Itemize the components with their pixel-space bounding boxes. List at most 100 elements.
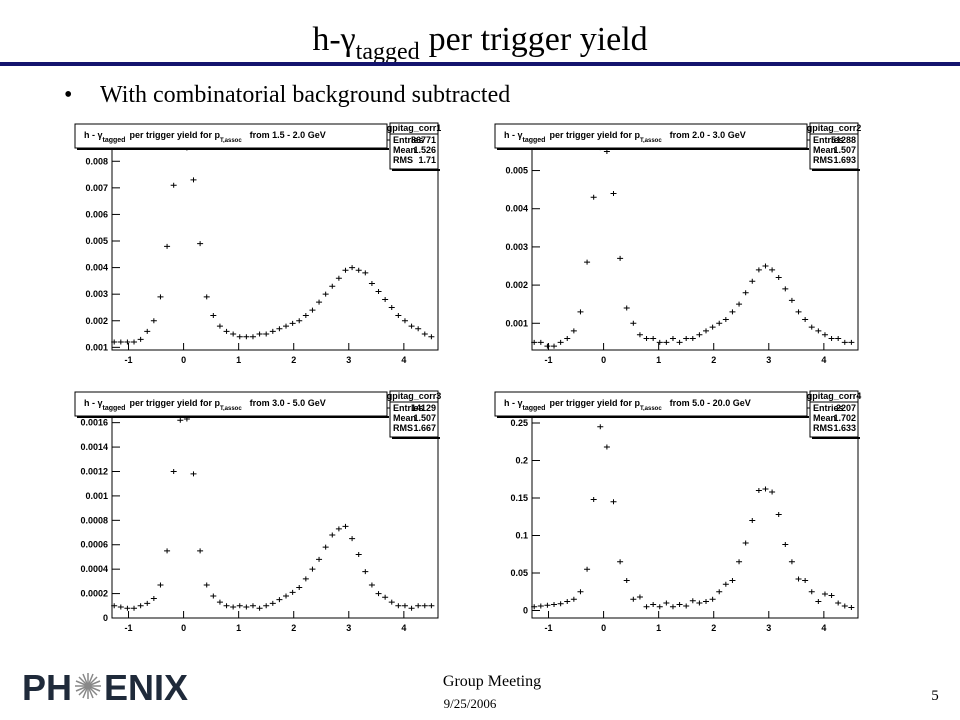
data-point: [564, 336, 571, 342]
stats-box-shadow: [812, 169, 860, 171]
data-point: [157, 294, 164, 300]
data-point: [584, 259, 591, 265]
data-point: [276, 597, 283, 603]
data-point: [316, 556, 323, 562]
y-tick-label: 0.0004: [80, 564, 108, 574]
x-tick-label: -1: [545, 623, 553, 633]
title-rule: [0, 62, 960, 66]
data-point: [309, 307, 316, 313]
title-box: [74, 123, 388, 149]
data-point: [663, 339, 670, 345]
y-tick-label: 0.0002: [80, 589, 108, 599]
data-point: [329, 283, 336, 289]
stats-value: 14129: [411, 403, 436, 413]
data-point: [802, 578, 809, 583]
data-point: [841, 339, 848, 345]
data-point: [841, 603, 848, 609]
title-box: [494, 391, 808, 417]
data-point: [164, 548, 171, 554]
x-tick-label: 1: [236, 623, 241, 633]
y-tick-label: 0.0006: [80, 540, 108, 550]
data-point: [742, 540, 749, 546]
x-tick-label: 3: [766, 623, 771, 633]
data-point: [716, 320, 723, 326]
title-part: from 1.5 - 2.0 GeV: [250, 130, 326, 140]
footer-date: 9/25/2006: [444, 696, 497, 711]
data-point: [636, 594, 643, 600]
data-point: [630, 596, 637, 602]
chart-title: h - γtaggedper trigger yield for pT,asso…: [504, 130, 746, 144]
data-point: [335, 275, 342, 281]
title-box-shadow: [77, 148, 389, 150]
data-point: [131, 605, 138, 611]
stats-box: [809, 390, 859, 438]
stats-value: 1.702: [833, 413, 856, 423]
stats-label: Entries: [393, 403, 424, 413]
data-point: [203, 294, 210, 300]
y-tick-label: 0.002: [505, 280, 528, 290]
y-tick-label: 0.004: [85, 263, 108, 273]
title-part: T,assoc: [220, 406, 242, 412]
title-part: per trigger yield for p: [129, 398, 220, 408]
data-point: [408, 323, 415, 329]
data-point: [243, 334, 250, 340]
data-point: [537, 339, 544, 345]
data-point: [302, 576, 309, 582]
data-point: [150, 318, 157, 324]
y-tick-label: 0.25: [510, 418, 528, 428]
data-point: [736, 559, 743, 565]
data-point: [415, 326, 422, 332]
logo: PH ENIX: [22, 667, 188, 708]
stats-label: Entries: [393, 135, 424, 145]
stats-label: Mean: [393, 145, 416, 155]
data-point: [395, 312, 402, 318]
data-point: [111, 603, 118, 609]
data-point: [117, 339, 124, 345]
y-tick-label: 0.15: [510, 493, 528, 503]
data-point: [848, 605, 855, 610]
slide-title: h-γtagged per trigger yield: [312, 21, 647, 65]
title-sub: tagged: [356, 39, 420, 65]
data-point: [584, 566, 591, 572]
y-tick-label: 0.0012: [80, 466, 108, 476]
data-point: [749, 518, 756, 523]
stats-label: Entries: [813, 135, 844, 145]
data-point: [190, 177, 197, 183]
data-point: [709, 596, 716, 602]
x-tick-label: -1: [125, 623, 133, 633]
data-point: [570, 328, 577, 334]
data-point: [342, 523, 349, 529]
x-tick-label: -1: [545, 355, 553, 365]
data-point: [577, 589, 584, 595]
title-main: h-γ: [312, 21, 355, 58]
stats-label: Entries: [813, 403, 844, 413]
x-tick-label: 4: [821, 355, 826, 365]
data-point: [124, 339, 131, 345]
y-tick-label: 0.003: [505, 242, 528, 252]
data-point: [131, 339, 138, 345]
data-point: [676, 602, 683, 607]
stats-name: gpitag_corr2: [807, 123, 862, 133]
title-part: tagged: [523, 405, 546, 412]
data-point: [269, 600, 276, 606]
stats-value: 86771: [411, 135, 436, 145]
data-point: [395, 603, 402, 609]
data-point: [650, 336, 657, 342]
title-box-shadow: [497, 148, 809, 150]
stats-label: Mean: [813, 145, 836, 155]
data-point: [683, 603, 690, 609]
data-point: [703, 328, 710, 334]
bullet-text: With combinatorial background subtracted: [100, 82, 510, 108]
data-point: [729, 309, 736, 315]
title-part: tagged: [103, 137, 126, 144]
logo-left: PH: [22, 667, 72, 708]
histogram-panel: 0 0.05 0.1 0.15 0.2 0.25 -1 0 1 2 3 4 h - γtaggedper…: [480, 386, 880, 636]
data-point: [769, 489, 776, 495]
data-point: [669, 604, 676, 610]
stats-box-shadow: [812, 437, 860, 439]
data-point: [382, 594, 389, 600]
data-point: [249, 334, 256, 340]
stats-value: 1.507: [833, 145, 856, 155]
title-part: per trigger yield for p: [549, 130, 640, 140]
data-point: [815, 328, 822, 334]
